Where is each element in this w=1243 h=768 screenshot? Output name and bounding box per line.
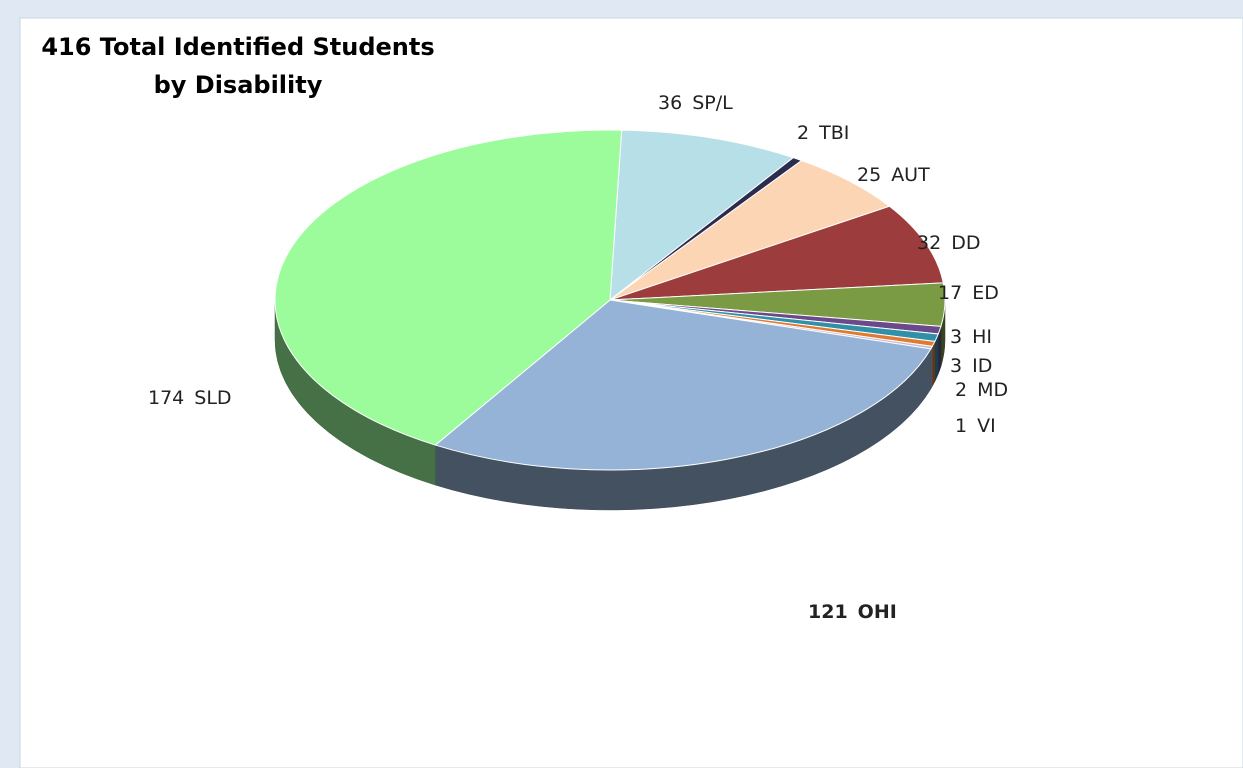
data-label: 3 HI bbox=[950, 326, 992, 348]
label-category: HI bbox=[972, 326, 992, 348]
label-category: MD bbox=[977, 379, 1008, 401]
label-category: TBI bbox=[818, 122, 849, 144]
chart-title-line: by Disability bbox=[154, 71, 323, 99]
label-value: 32 bbox=[917, 232, 941, 254]
data-label: 25 AUT bbox=[857, 164, 930, 186]
label-value: 3 bbox=[950, 355, 962, 377]
data-label: 1 VI bbox=[955, 415, 996, 437]
slice bbox=[609, 129, 795, 302]
label-value: 2 bbox=[955, 379, 967, 401]
label-category: SP/L bbox=[692, 92, 733, 114]
label-value: 2 bbox=[797, 122, 809, 144]
data-label: 2 TBI bbox=[797, 122, 849, 144]
label-category: DD bbox=[951, 232, 980, 254]
chart-title-line: 416 Total Identified Students bbox=[41, 33, 434, 61]
label-value: 1 bbox=[955, 415, 967, 437]
data-label: 32 DD bbox=[917, 232, 980, 254]
label-category: SLD bbox=[194, 387, 231, 409]
label-category: ID bbox=[972, 355, 992, 377]
label-value: 174 bbox=[148, 387, 184, 409]
label-category: AUT bbox=[891, 164, 930, 186]
label-value: 121 bbox=[808, 601, 848, 623]
data-label: 3 ID bbox=[950, 355, 992, 377]
data-label: 36 SP/L bbox=[658, 92, 733, 114]
label-value: 17 bbox=[938, 282, 962, 304]
label-value: 3 bbox=[950, 326, 962, 348]
data-label: 17 ED bbox=[938, 282, 999, 304]
label-category: VI bbox=[977, 415, 996, 437]
data-label: 2 MD bbox=[955, 379, 1008, 401]
label-category: ED bbox=[972, 282, 999, 304]
data-label: 174 SLD bbox=[148, 387, 232, 409]
label-value: 36 bbox=[658, 92, 682, 114]
label-value: 25 bbox=[857, 164, 881, 186]
slice bbox=[609, 205, 944, 301]
label-category: OHI bbox=[858, 601, 897, 623]
slice bbox=[274, 129, 623, 446]
data-label: 121 OHI bbox=[808, 601, 897, 623]
slice-side bbox=[932, 341, 936, 388]
slice bbox=[609, 159, 891, 301]
